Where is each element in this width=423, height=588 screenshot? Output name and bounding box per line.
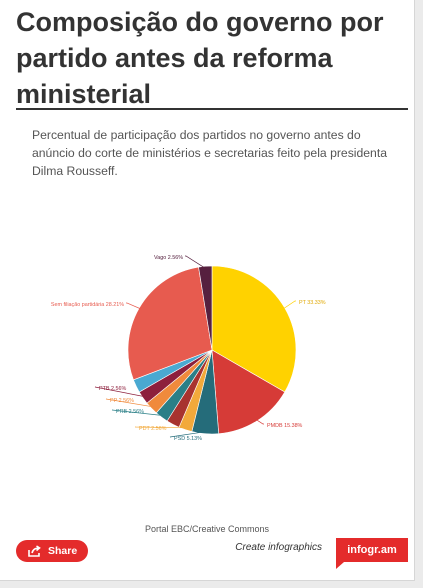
pie-slice[interactable] [211, 349, 286, 435]
slice-label: PP 2.56% [110, 398, 134, 404]
label-leader-line [105, 398, 153, 408]
slice-label: PDT 2.56% [139, 426, 167, 432]
label-leader-line [111, 409, 163, 416]
slice-label: PMDB 15.38% [267, 423, 303, 429]
share-icon [28, 545, 41, 557]
label-leader-line [94, 386, 145, 397]
slice-label: Sem filiação partidária 28.21% [51, 302, 124, 308]
label-leader-line [134, 426, 187, 429]
infographic-card: Composição do governo por partido antes … [0, 0, 415, 581]
pie-chart: PT 33.33% PMDB 15.38% PSD 5.13% PDT 2.56% PR… [51, 255, 326, 442]
subtitle: Percentual de participação dos partidos … [32, 128, 387, 178]
label-leader-line [169, 431, 206, 438]
slice-label: Vago 2.56% [154, 255, 183, 261]
share-button[interactable]: Share [16, 540, 88, 562]
slice-label: PT 33.33% [299, 300, 326, 306]
label-leader-line [255, 419, 264, 425]
label-leader-line [282, 300, 296, 310]
source-credit: Portal EBC/Creative Commons [144, 524, 270, 534]
label-leader-line [126, 302, 142, 310]
slice-label: PTB 2.56% [99, 386, 126, 392]
share-label: Share [48, 545, 78, 557]
title-divider [16, 108, 408, 110]
page-title: Composição do governo por partido antes … [16, 7, 384, 109]
create-infographics-link[interactable]: Create infographics [235, 542, 322, 553]
pie-slice[interactable] [198, 265, 213, 351]
slice-label: PSD 5.13% [174, 436, 202, 442]
label-leader-line [185, 255, 206, 269]
slice-label: PRB 2.56% [116, 409, 144, 415]
infogram-logo[interactable]: infogr.am [336, 538, 408, 569]
